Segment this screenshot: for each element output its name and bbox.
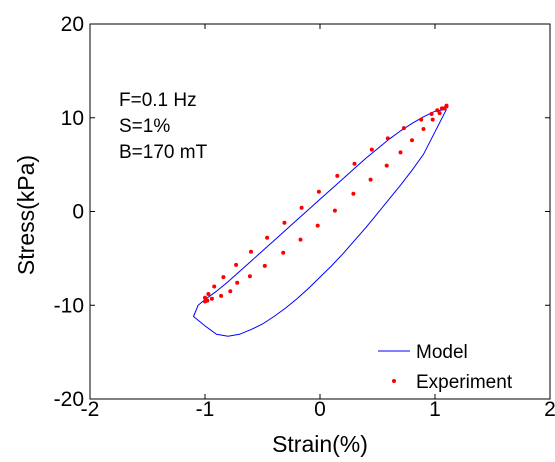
experiment-point xyxy=(234,262,239,267)
experiment-point xyxy=(298,237,303,242)
experiment-point xyxy=(437,111,442,116)
experiment-point xyxy=(352,161,357,166)
experiment-point xyxy=(262,263,267,268)
experiment-point xyxy=(398,150,403,155)
experiment-point xyxy=(247,274,252,279)
experiment-point xyxy=(265,235,270,240)
experiment-point xyxy=(209,296,214,301)
plot-frame xyxy=(89,23,551,400)
experiment-point xyxy=(281,250,286,255)
experiment-point xyxy=(335,173,340,178)
experiment-point xyxy=(221,275,226,280)
experiment-point xyxy=(385,136,390,141)
experiment-point xyxy=(442,106,447,111)
experiment-point xyxy=(435,108,440,113)
annotation-frequency: F=0.1 Hz xyxy=(119,90,197,111)
experiment-point xyxy=(421,127,426,131)
experiment-series xyxy=(203,103,449,304)
x-tick-label: -2 xyxy=(81,398,100,421)
experiment-point xyxy=(249,249,253,254)
experiment-point xyxy=(228,289,233,294)
experiment-point xyxy=(219,293,224,298)
experiment-point xyxy=(419,117,424,122)
legend: Model Experiment xyxy=(378,342,513,393)
x-tick-label: 1 xyxy=(429,398,441,421)
y-tick-label: 10 xyxy=(61,107,84,130)
y-tick-label: 0 xyxy=(72,201,84,224)
annotation-field: B=170 mT xyxy=(119,142,208,163)
x-tick-label: -1 xyxy=(196,398,215,421)
y-axis-title: Stress(kPa) xyxy=(13,155,39,275)
x-axis-title: Strain(%) xyxy=(272,431,368,457)
y-tick-label: -10 xyxy=(54,294,84,317)
legend-experiment-swatch xyxy=(392,379,396,383)
experiment-point xyxy=(299,205,304,210)
experiment-point xyxy=(282,220,287,225)
experiment-point xyxy=(315,223,320,228)
experiment-point xyxy=(401,126,406,131)
experiment-point xyxy=(369,147,374,152)
experiment-point xyxy=(444,103,449,108)
legend-model-label: Model xyxy=(416,342,468,363)
model-curve xyxy=(192,108,447,337)
experiment-point xyxy=(332,208,337,213)
experiment-point xyxy=(212,284,217,289)
experiment-point xyxy=(368,177,373,182)
x-tick-label: 2 xyxy=(544,398,555,421)
annotation-strain: S=1% xyxy=(119,116,170,137)
experiment-point xyxy=(316,189,321,194)
experiment-point xyxy=(410,138,414,143)
y-tick-label: 20 xyxy=(61,13,84,36)
x-tick-label: 0 xyxy=(314,398,326,421)
experiment-point xyxy=(205,298,210,303)
experiment-point xyxy=(203,295,207,300)
legend-experiment-label: Experiment xyxy=(416,372,513,393)
experiment-point xyxy=(384,163,389,168)
experiment-point xyxy=(351,191,356,196)
y-tick-label: -20 xyxy=(54,388,84,411)
model-series xyxy=(192,108,447,337)
annotation-block: F=0.1 Hz S=1% B=170 mT xyxy=(119,90,208,163)
experiment-point xyxy=(235,280,240,285)
experiment-point xyxy=(206,292,211,296)
experiment-point xyxy=(429,112,434,116)
experiment-point xyxy=(430,117,435,122)
